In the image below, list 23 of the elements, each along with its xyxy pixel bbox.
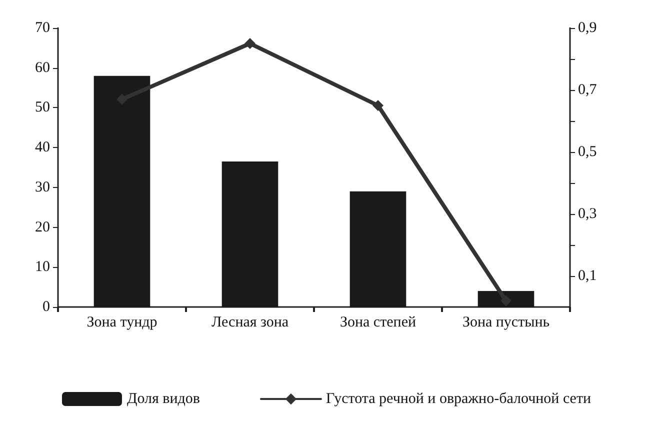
x-tick-label: Лесная зона [211,314,289,330]
x-tick-label: Зона тундр [86,314,158,330]
legend-label: Густота речной и овражно-балочной сети [326,391,592,407]
point [372,100,384,111]
y2-tick-label: 0,3 [578,206,597,222]
x-tick-label: Зона пустынь [462,314,550,330]
y-tick-label: 40 [35,140,50,156]
point [500,295,512,306]
y-tick-label: 0 [42,299,50,315]
y-tick-label: 20 [35,219,50,236]
y2-tick-label: 0,7 [578,82,598,98]
legend-label: Доля видов [126,391,200,407]
y2-tick-label: 0,9 [578,20,597,36]
x-tick-label: Зона степей [340,314,416,330]
y-tick-label: 50 [35,100,50,116]
y-tick-label: 30 [35,179,50,196]
y2-tick-label: 0,1 [578,268,597,284]
y-tick-label: 70 [35,20,50,36]
point [244,38,256,49]
point [116,94,128,105]
y-tick-label: 10 [35,259,50,276]
y-tick-label: 60 [35,60,50,76]
y2-tick-label: 0,5 [578,144,597,160]
